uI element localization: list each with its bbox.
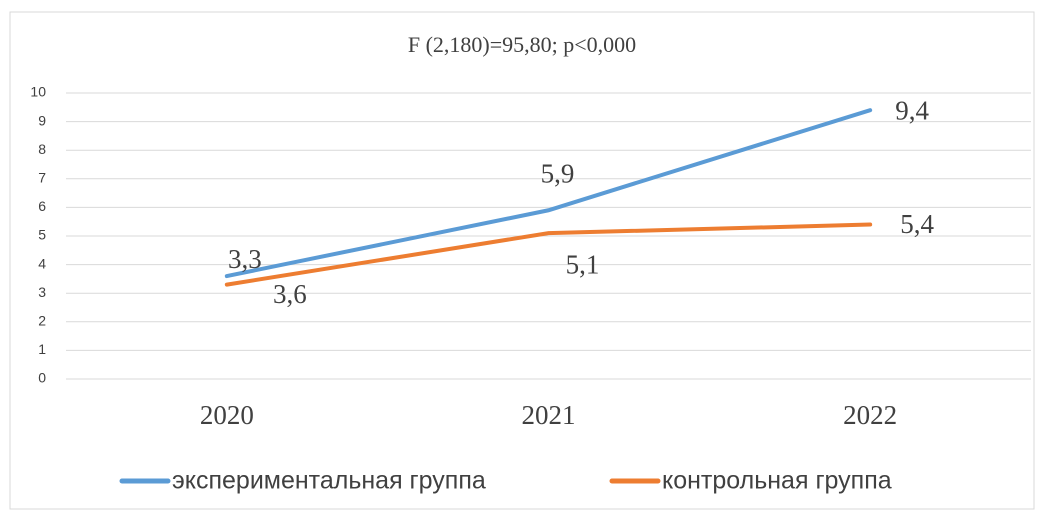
y-tick-label: 3 (38, 284, 46, 300)
chart-title: F (2,180)=95,80; p<0,000 (408, 32, 636, 57)
series-line (224, 108, 873, 279)
y-tick-label: 5 (38, 227, 46, 243)
data-label: 3,6 (273, 279, 307, 309)
y-tick-label: 6 (38, 198, 46, 214)
x-tick-label: 2021 (522, 400, 576, 430)
chart-border (9, 11, 1035, 510)
y-tick-label: 0 (38, 370, 46, 386)
y-tick-label: 10 (30, 84, 46, 100)
data-label: 5,9 (541, 158, 575, 188)
data-label: 5,1 (566, 249, 600, 279)
y-tick-label: 7 (38, 170, 46, 186)
y-tick-label: 1 (38, 341, 46, 357)
data-label: 5,4 (900, 209, 934, 239)
y-tick-label: 2 (38, 313, 46, 329)
series-line (224, 222, 873, 287)
data-label: 3,3 (228, 244, 262, 274)
legend-label: контрольная группа (662, 467, 892, 495)
y-tick-label: 8 (38, 141, 46, 157)
y-tick-label: 9 (38, 112, 46, 128)
x-tick-label: 2020 (200, 400, 254, 430)
legend-label: экспериментальная группа (172, 467, 486, 495)
x-tick-label: 2022 (843, 400, 897, 430)
y-tick-label: 4 (38, 255, 46, 271)
data-label: 9,4 (895, 95, 929, 125)
